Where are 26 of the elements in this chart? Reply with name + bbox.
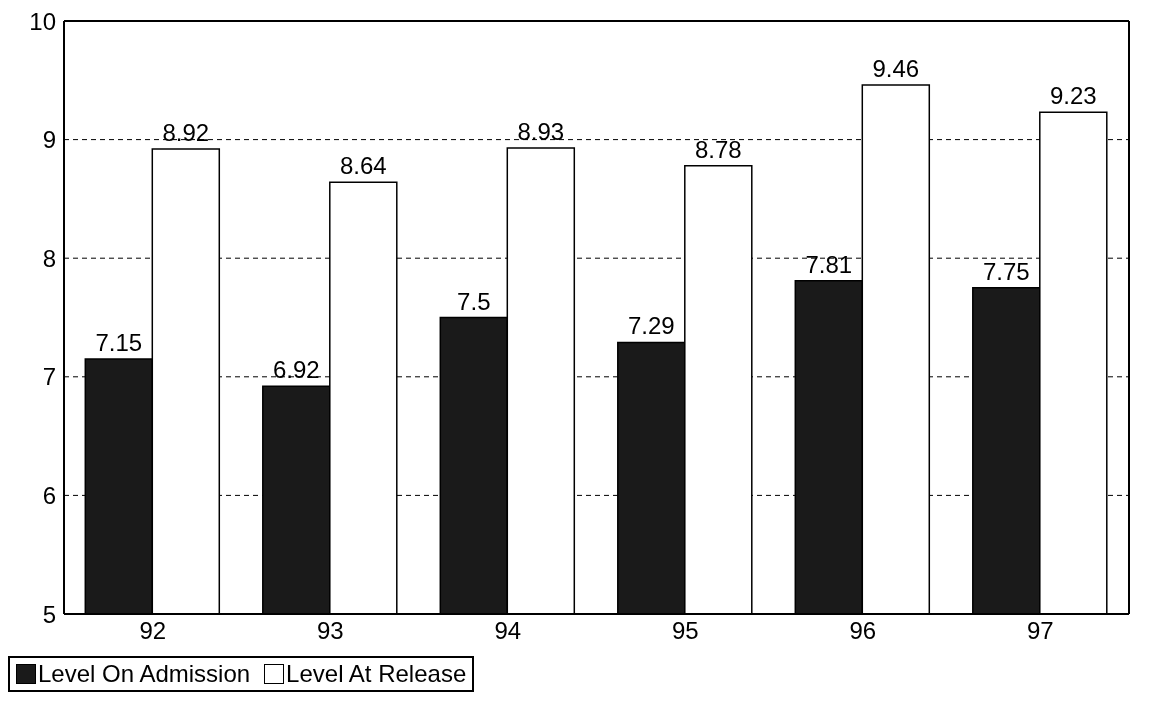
y-tick-label: 8 bbox=[42, 244, 56, 272]
x-tick-label: 94 bbox=[494, 617, 522, 645]
y-tick-label: 7 bbox=[42, 363, 56, 391]
data-label: 9.46 bbox=[872, 55, 920, 83]
data-label: 6.92 bbox=[272, 356, 320, 384]
legend-label: Level On Admission bbox=[37, 660, 251, 688]
x-tick-label: 96 bbox=[849, 617, 877, 645]
data-label: 8.93 bbox=[517, 117, 565, 145]
x-tick-label: 97 bbox=[1026, 617, 1054, 645]
x-tick-label: 92 bbox=[139, 617, 167, 645]
data-label: 8.78 bbox=[694, 135, 742, 163]
x-tick-label: 95 bbox=[671, 617, 699, 645]
data-label: 8.64 bbox=[339, 152, 387, 180]
data-label: 7.29 bbox=[627, 312, 675, 340]
data-label: 9.23 bbox=[1049, 82, 1097, 110]
data-label: 8.92 bbox=[162, 119, 210, 147]
y-tick-label: 10 bbox=[29, 7, 56, 35]
y-tick-label: 5 bbox=[42, 600, 56, 628]
data-label: 7.81 bbox=[805, 250, 853, 278]
data-label: 7.15 bbox=[95, 329, 143, 357]
data-label: 7.75 bbox=[982, 257, 1030, 285]
data-label: 7.5 bbox=[457, 287, 491, 315]
y-tick-label: 6 bbox=[42, 481, 56, 509]
y-tick-label: 9 bbox=[42, 126, 56, 154]
x-tick-label: 93 bbox=[316, 617, 344, 645]
legend-label: Level At Release bbox=[285, 660, 467, 688]
